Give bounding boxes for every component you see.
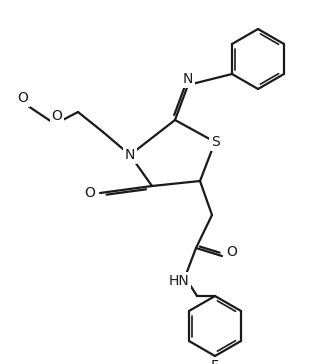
- Text: O: O: [227, 245, 237, 259]
- Text: N: N: [183, 72, 193, 86]
- Text: HN: HN: [169, 274, 189, 288]
- Text: F: F: [211, 359, 219, 364]
- Text: O: O: [52, 109, 62, 123]
- Text: O: O: [84, 186, 95, 200]
- Text: O: O: [18, 91, 28, 105]
- Text: N: N: [125, 148, 135, 162]
- Text: S: S: [211, 135, 220, 149]
